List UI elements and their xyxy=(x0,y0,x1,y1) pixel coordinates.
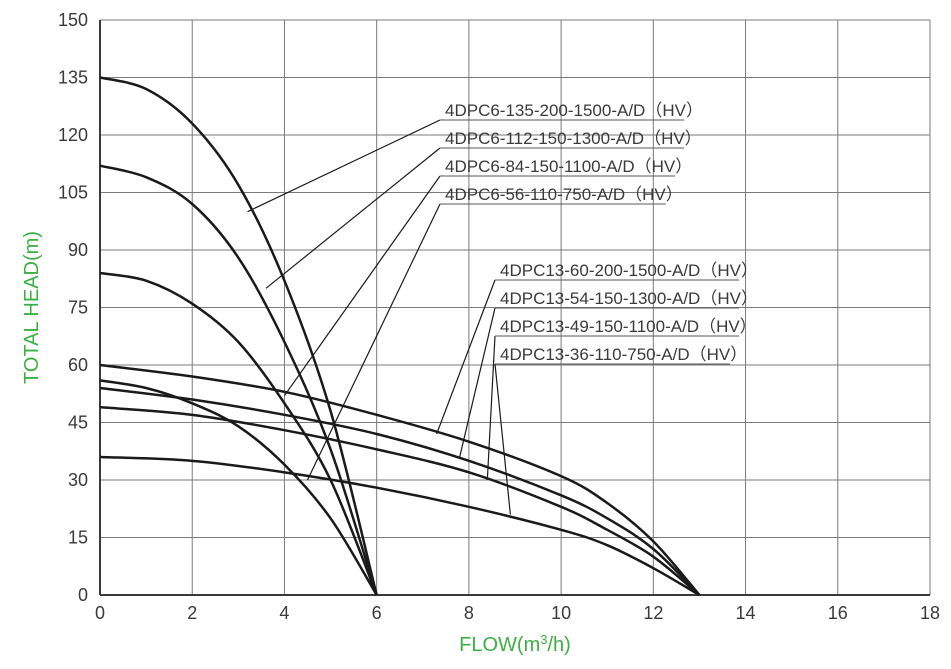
series-label: 4DPC6-84-150-1100-A/D（HV） xyxy=(445,157,692,176)
y-tick-label: 90 xyxy=(68,240,88,260)
y-tick-label: 0 xyxy=(78,585,88,605)
y-tick-label: 30 xyxy=(68,470,88,490)
leader-line xyxy=(495,364,510,515)
pump-curve xyxy=(100,166,377,595)
leader-line xyxy=(248,120,440,212)
x-tick-label: 4 xyxy=(279,603,289,623)
y-tick-label: 135 xyxy=(58,68,88,88)
pump-curve-chart: 0 2 4 6 8 10 12 14 16 18 0 15 30 45 60 75 90 105 120 135 150… xyxy=(0,0,951,669)
y-tick-label: 15 xyxy=(68,528,88,548)
y-tick-label: 120 xyxy=(58,125,88,145)
y-tick-label: 60 xyxy=(68,355,88,375)
pump-curve xyxy=(100,457,699,595)
leader-line xyxy=(308,204,441,480)
leader-line xyxy=(487,336,495,480)
chart-svg: 0 2 4 6 8 10 12 14 16 18 0 15 30 45 60 75 90 105 120 135 150… xyxy=(0,0,951,669)
x-tick-label: 10 xyxy=(551,603,571,623)
pump-curve xyxy=(100,273,377,595)
x-tick-label: 14 xyxy=(736,603,756,623)
x-tick-label: 0 xyxy=(95,603,105,623)
series-label: 4DPC13-36-110-750-A/D（HV） xyxy=(500,345,747,364)
x-tick-label: 8 xyxy=(464,603,474,623)
series-label: 4DPC6-112-150-1300-A/D（HV） xyxy=(445,129,702,148)
x-tick-label: 2 xyxy=(187,603,197,623)
pump-curve xyxy=(100,407,699,595)
x-tick-label: 12 xyxy=(643,603,663,623)
series-label: 4DPC13-49-150-1100-A/D（HV） xyxy=(500,317,757,336)
pump-curve xyxy=(100,78,377,596)
y-tick-label: 105 xyxy=(58,183,88,203)
leader-line xyxy=(266,148,440,288)
x-axis-label: FLOW(m3/h) xyxy=(459,632,571,657)
y-tick-label: 45 xyxy=(68,413,88,433)
y-tick-label: 150 xyxy=(58,10,88,30)
series-label: 4DPC6-56-110-750-A/D（HV） xyxy=(445,185,683,204)
x-tick-label: 6 xyxy=(372,603,382,623)
x-tick-label: 18 xyxy=(920,603,940,623)
leader-line xyxy=(284,176,440,396)
series-label: 4DPC6-135-200-1500-A/D（HV） xyxy=(445,101,703,120)
series-label: 4DPC13-54-150-1300-A/D（HV） xyxy=(500,289,758,308)
series-label: 4DPC13-60-200-1500-A/D（HV） xyxy=(500,261,758,280)
y-tick-label: 75 xyxy=(68,298,88,318)
x-tick-label: 16 xyxy=(828,603,848,623)
leader-line xyxy=(437,280,495,434)
y-axis-label: TOTAL HEAD(m) xyxy=(21,231,43,384)
